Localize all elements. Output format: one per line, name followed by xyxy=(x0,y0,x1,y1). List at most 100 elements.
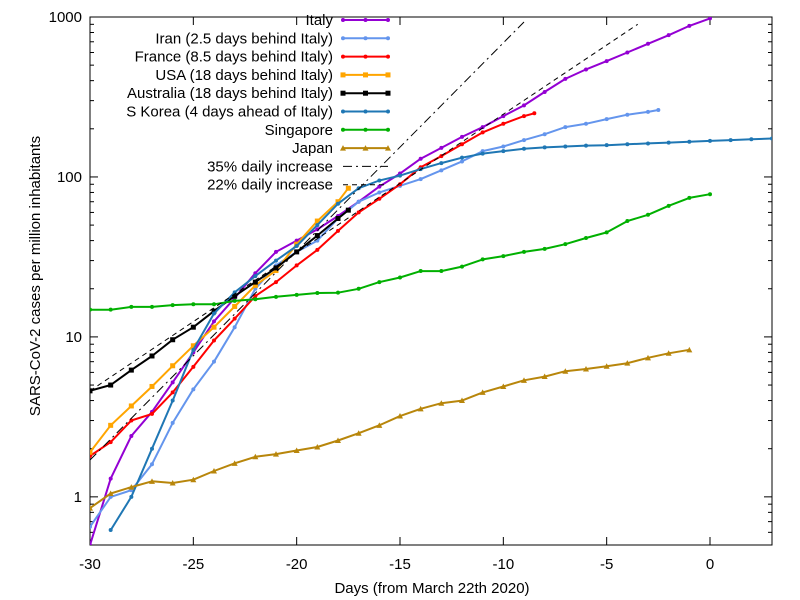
series-5 xyxy=(108,136,772,533)
data-point xyxy=(356,199,361,204)
data-point xyxy=(294,263,299,268)
data-point xyxy=(604,143,609,148)
y-tick-label: 10 xyxy=(65,329,82,346)
series-4 xyxy=(90,207,351,394)
data-point xyxy=(542,89,547,94)
data-point xyxy=(584,67,588,72)
data-point xyxy=(274,280,278,285)
y-tick-label: 1000 xyxy=(49,9,82,26)
data-point xyxy=(150,462,154,467)
data-point xyxy=(604,230,609,235)
data-point xyxy=(336,290,340,295)
data-point xyxy=(728,138,733,143)
data-point xyxy=(294,238,299,243)
data-point xyxy=(129,494,134,499)
data-point xyxy=(376,422,383,428)
data-point xyxy=(294,244,299,249)
data-point xyxy=(232,316,237,321)
data-point xyxy=(708,17,712,21)
legend-marker xyxy=(386,18,390,22)
data-point xyxy=(149,353,155,359)
data-point xyxy=(563,144,568,149)
data-point xyxy=(603,363,610,369)
x-tick-label: -20 xyxy=(286,556,308,573)
data-point xyxy=(128,484,135,490)
data-point xyxy=(522,114,526,119)
data-point xyxy=(686,346,693,353)
data-point xyxy=(190,476,197,483)
data-point xyxy=(191,387,196,392)
plot-frame-layer xyxy=(89,16,773,546)
data-point xyxy=(90,388,93,394)
data-point xyxy=(532,111,537,116)
data-point xyxy=(150,446,154,451)
data-point xyxy=(273,268,279,274)
x-tick-label: -5 xyxy=(600,556,613,573)
legend-marker xyxy=(385,145,391,151)
series-8 xyxy=(90,21,525,461)
data-point xyxy=(460,155,464,160)
data-point xyxy=(274,258,278,263)
legend-label: Australia (18 days behind Italy) xyxy=(127,85,333,102)
data-point xyxy=(273,265,279,271)
data-point xyxy=(212,302,216,307)
data-point xyxy=(355,430,362,436)
y-tick-label: 1 xyxy=(74,489,82,506)
legend-label: France (8.5 days behind Italy) xyxy=(135,49,333,66)
data-point xyxy=(274,294,278,299)
data-point xyxy=(521,377,527,383)
legend-label: 35% daily increase xyxy=(207,158,333,175)
data-point xyxy=(108,422,114,428)
data-point xyxy=(170,420,175,425)
x-tick-label: -25 xyxy=(182,556,204,573)
data-point xyxy=(345,185,351,191)
y-tick-label: 100 xyxy=(57,169,82,186)
data-point xyxy=(314,233,320,239)
data-point xyxy=(501,254,506,259)
data-point xyxy=(480,125,485,130)
data-point xyxy=(522,138,526,143)
legend-marker xyxy=(340,72,346,78)
data-point xyxy=(708,138,712,143)
data-point xyxy=(273,451,279,457)
data-point xyxy=(314,443,321,450)
legend-marker xyxy=(363,127,368,132)
data-point xyxy=(149,383,155,389)
data-point xyxy=(439,161,444,166)
data-point xyxy=(170,398,175,403)
data-point xyxy=(293,447,300,453)
data-point xyxy=(335,199,341,205)
data-point xyxy=(253,297,258,302)
data-point xyxy=(212,311,216,316)
data-point xyxy=(107,490,114,496)
data-point xyxy=(665,350,672,356)
data-point xyxy=(687,195,692,200)
data-point xyxy=(294,292,299,297)
data-point xyxy=(90,307,92,312)
data-point xyxy=(231,460,238,466)
data-point xyxy=(646,141,650,146)
data-point xyxy=(604,59,609,64)
series-line xyxy=(90,193,711,311)
series-line xyxy=(90,21,525,461)
data-point xyxy=(336,201,340,206)
series-line xyxy=(90,23,638,392)
data-point xyxy=(170,380,175,385)
data-point xyxy=(190,324,196,330)
data-point xyxy=(232,303,238,309)
legend-marker xyxy=(363,36,368,41)
data-point xyxy=(460,159,464,164)
data-point xyxy=(646,41,650,46)
data-point xyxy=(501,144,506,149)
data-point xyxy=(625,219,630,224)
legend-label: USA (18 days behind Italy) xyxy=(155,67,333,84)
data-point xyxy=(253,294,258,299)
legend-marker xyxy=(386,54,390,59)
data-point xyxy=(417,405,424,412)
data-point xyxy=(480,130,485,135)
data-point xyxy=(584,143,588,148)
data-point xyxy=(108,382,114,388)
data-point xyxy=(480,151,485,156)
data-point xyxy=(335,437,341,444)
